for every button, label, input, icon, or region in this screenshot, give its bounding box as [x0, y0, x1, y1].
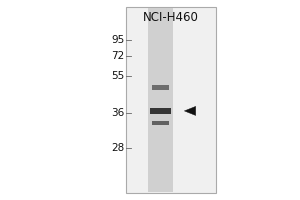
- FancyBboxPatch shape: [152, 121, 169, 125]
- Text: 28: 28: [111, 143, 124, 153]
- Text: 55: 55: [111, 71, 124, 81]
- FancyBboxPatch shape: [152, 85, 169, 90]
- Text: NCI-H460: NCI-H460: [143, 11, 199, 24]
- Polygon shape: [184, 106, 196, 115]
- FancyBboxPatch shape: [150, 108, 171, 114]
- Text: 36: 36: [111, 108, 124, 118]
- Text: 95: 95: [111, 35, 124, 45]
- Text: 72: 72: [111, 51, 124, 61]
- FancyBboxPatch shape: [126, 7, 216, 193]
- FancyBboxPatch shape: [148, 8, 173, 192]
